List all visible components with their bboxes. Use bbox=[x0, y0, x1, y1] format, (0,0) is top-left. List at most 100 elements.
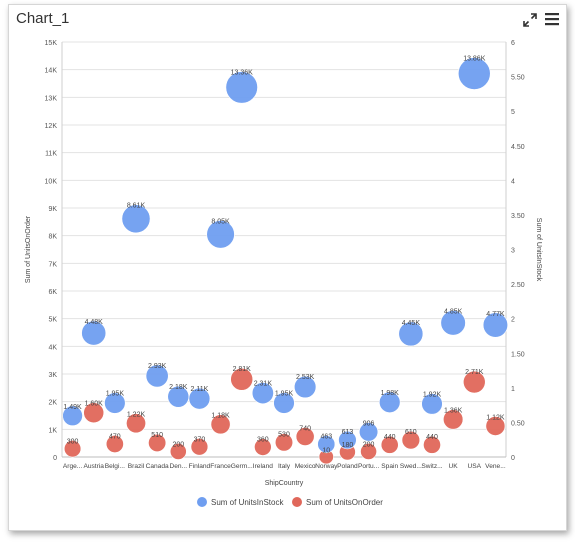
data-label: 1.60K bbox=[85, 401, 104, 408]
legend-item-units-in-stock[interactable]: Sum of UnitsInStock bbox=[197, 497, 284, 507]
bubble-units-in-stock[interactable] bbox=[225, 71, 258, 104]
y2-tick-label: 0 bbox=[511, 455, 515, 462]
bubble-units-in-stock[interactable] bbox=[457, 57, 491, 90]
bubble-units-on-order[interactable] bbox=[190, 437, 209, 456]
x-tick-label: Brazil bbox=[128, 463, 145, 470]
y2-tick-label: 4 bbox=[511, 178, 515, 185]
bubble-units-on-order[interactable] bbox=[463, 370, 486, 394]
x-tick-label: Ireland bbox=[253, 463, 273, 470]
data-label: 2.18K bbox=[169, 384, 188, 391]
bubble-units-in-stock[interactable] bbox=[293, 375, 317, 399]
y-tick-label: 10K bbox=[45, 178, 58, 185]
y2-tick-label: 5.50 bbox=[511, 75, 525, 82]
bubble-units-in-stock[interactable] bbox=[104, 392, 126, 414]
bubble-units-on-order[interactable] bbox=[63, 440, 82, 458]
data-label: 8.61K bbox=[127, 203, 146, 210]
y2-axis-title: Sum of UnitsInStock bbox=[535, 218, 542, 282]
x-tick-label: Portu... bbox=[358, 463, 379, 470]
data-label: 2.81K bbox=[233, 366, 252, 373]
y-tick-label: 14K bbox=[45, 68, 58, 75]
bubble-units-in-stock[interactable] bbox=[398, 321, 424, 347]
x-tick-label: USA bbox=[468, 463, 482, 470]
data-label: 4.45K bbox=[402, 320, 421, 327]
y-tick-label: 5K bbox=[48, 317, 57, 324]
data-label: 463 bbox=[320, 434, 332, 441]
data-label: 1.98K bbox=[381, 390, 400, 397]
y-tick-label: 8K bbox=[48, 234, 57, 241]
x-tick-label: Norway bbox=[315, 463, 338, 470]
data-label: 1.95K bbox=[275, 391, 294, 398]
data-label: 470 bbox=[109, 433, 121, 440]
bubble-units-on-order[interactable] bbox=[148, 433, 167, 452]
bubble-units-on-order[interactable] bbox=[230, 367, 254, 391]
bubble-units-on-order[interactable] bbox=[485, 416, 506, 436]
data-label: 613 bbox=[342, 429, 354, 436]
data-labels: 300 1.60K 470 1.22K 510 200 370 1.18K 2.81K 360 53… bbox=[63, 56, 504, 455]
bubble-units-in-stock[interactable] bbox=[379, 391, 401, 413]
bubble-units-in-stock[interactable] bbox=[273, 392, 295, 414]
data-label: 740 bbox=[299, 425, 311, 432]
bubble-units-in-stock[interactable] bbox=[338, 430, 357, 450]
bubble-units-on-order[interactable] bbox=[295, 427, 315, 446]
bubble-units-on-order[interactable] bbox=[169, 443, 187, 460]
bubble-units-in-stock[interactable] bbox=[421, 393, 443, 415]
x-tick-label: UK bbox=[449, 463, 459, 470]
data-label: 360 bbox=[257, 437, 269, 444]
hamburger-menu-icon[interactable] bbox=[545, 12, 559, 26]
legend: Sum of UnitsInStock Sum of UnitsOnOrder bbox=[197, 497, 383, 507]
y-tick-label: 1K bbox=[48, 427, 57, 434]
bubble-units-in-stock[interactable] bbox=[121, 204, 151, 234]
bubble-units-on-order[interactable] bbox=[380, 435, 399, 454]
data-label: 4.48K bbox=[85, 319, 104, 326]
y2-tick-label: 5 bbox=[511, 109, 515, 116]
x-tick-label: Swed... bbox=[400, 463, 422, 470]
bubble-units-in-stock[interactable] bbox=[358, 422, 379, 442]
expand-icon[interactable] bbox=[523, 13, 537, 27]
bubble-units-on-order[interactable] bbox=[105, 435, 124, 453]
bubble-units-in-stock[interactable] bbox=[251, 382, 274, 405]
x-tick-label: Spain bbox=[381, 463, 398, 470]
y-tick-label: 0 bbox=[53, 455, 57, 462]
y-tick-label: 6K bbox=[48, 289, 57, 296]
data-marks bbox=[62, 57, 509, 465]
bubble-units-on-order[interactable] bbox=[423, 435, 441, 454]
data-label: 180 bbox=[342, 442, 354, 449]
data-label: 530 bbox=[278, 432, 290, 439]
legend-marker bbox=[292, 497, 302, 507]
data-label: 1.22K bbox=[127, 412, 146, 419]
bubble-units-in-stock[interactable] bbox=[482, 312, 509, 338]
bubble-units-on-order[interactable] bbox=[210, 414, 231, 435]
bubble-units-on-order[interactable] bbox=[401, 430, 421, 450]
bubble-units-in-stock[interactable] bbox=[145, 364, 169, 388]
x-tick-label: Canada bbox=[146, 463, 169, 470]
bubble-units-in-stock[interactable] bbox=[317, 435, 336, 454]
legend-item-units-on-order[interactable]: Sum of UnitsOnOrder bbox=[292, 497, 383, 507]
bubble-units-in-stock[interactable] bbox=[440, 310, 466, 336]
data-label: 4.85K bbox=[444, 308, 463, 315]
y2-tick-label: 2.50 bbox=[511, 282, 525, 289]
data-label: 440 bbox=[426, 434, 438, 441]
bubble-units-on-order[interactable] bbox=[126, 413, 146, 434]
data-label: 1.92K bbox=[423, 392, 442, 399]
bubble-units-on-order[interactable] bbox=[443, 409, 464, 430]
y-axis-title: Sum of UnitsOnOrder bbox=[25, 215, 32, 283]
bubble-units-on-order[interactable] bbox=[254, 438, 272, 456]
x-tick-label: Poland bbox=[337, 463, 358, 470]
x-tick-label: Germ... bbox=[231, 463, 253, 470]
chart-title: Chart_1 bbox=[16, 10, 70, 27]
y-tick-label: 9K bbox=[48, 206, 57, 213]
bubble-units-on-order[interactable] bbox=[274, 433, 294, 452]
bubble-units-in-stock[interactable] bbox=[188, 387, 211, 410]
x-tick-label: Den... bbox=[169, 463, 187, 470]
bubble-units-on-order[interactable] bbox=[360, 443, 377, 460]
x-tick-label: Arge... bbox=[63, 463, 83, 470]
bubble-units-on-order[interactable] bbox=[83, 402, 105, 424]
data-label: 906 bbox=[363, 421, 375, 428]
bubble-units-in-stock[interactable] bbox=[62, 405, 83, 427]
bubble-units-in-stock[interactable] bbox=[81, 320, 107, 346]
legend-label: Sum of UnitsInStock bbox=[211, 498, 284, 507]
bubble-units-in-stock[interactable] bbox=[206, 220, 235, 249]
legend-marker bbox=[197, 497, 207, 507]
x-tick-label: Mexico bbox=[295, 463, 316, 470]
data-label: 13.86K bbox=[463, 56, 486, 63]
